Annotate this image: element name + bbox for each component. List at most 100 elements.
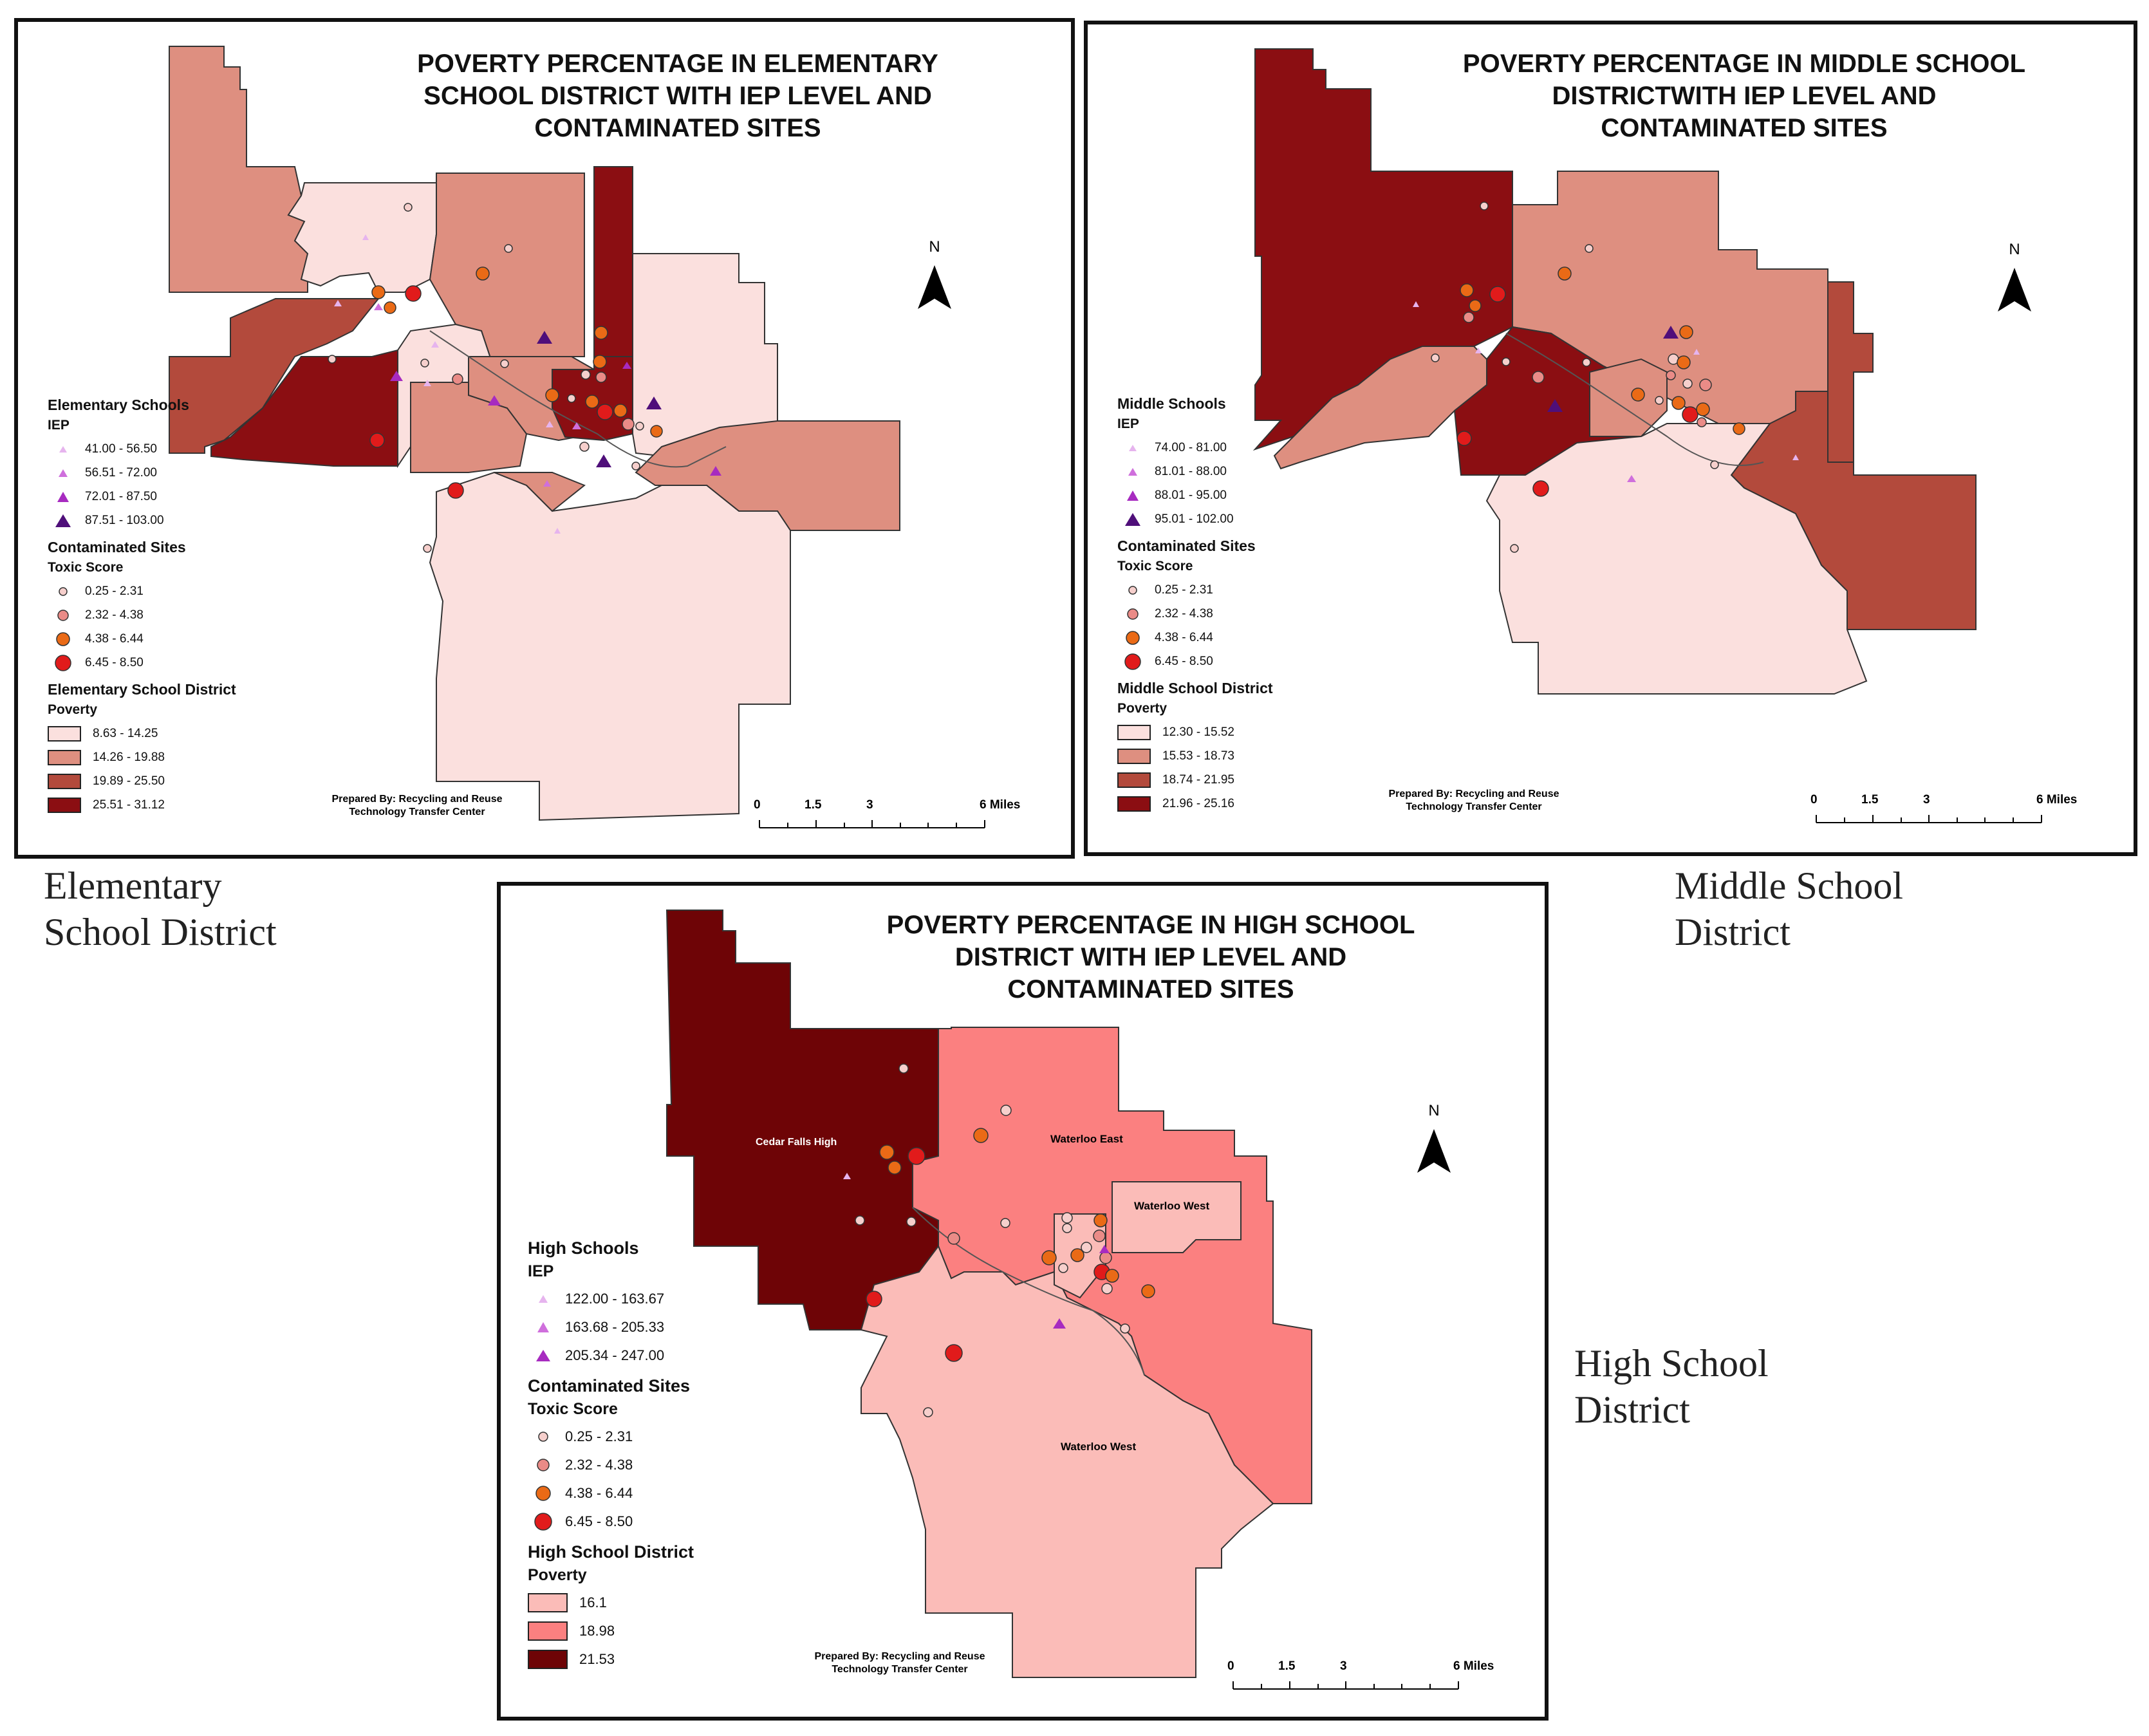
mid-poverty-row-3: 18.74 - 21.95 [1117, 768, 1273, 792]
site [504, 244, 513, 253]
elem-toxic-label: Toxic Score [48, 560, 124, 575]
elem-iep-label: IEP [48, 418, 70, 433]
school [554, 528, 561, 534]
high-district-waterloo-west-box [1112, 1181, 1242, 1253]
circle-icon [535, 1486, 551, 1501]
site [898, 1063, 909, 1074]
high-north-label: N [1428, 1102, 1440, 1119]
elem-sites-heading: Contaminated Sites [48, 539, 186, 555]
site [1093, 1213, 1108, 1227]
site [635, 422, 644, 431]
mid-scale-3: 6 Miles [2036, 793, 2078, 807]
mid-north-arrow-icon [1998, 268, 2031, 312]
school [1627, 475, 1636, 482]
site [423, 544, 432, 553]
elem-contaminated-sites [328, 203, 663, 553]
triangle-icon [1125, 512, 1140, 526]
site [1682, 378, 1693, 389]
high-poverty-row-2: 18.98 [528, 1617, 694, 1645]
high-iep-row-3: 205.34 - 247.00 [528, 1341, 694, 1370]
school [572, 422, 581, 429]
high-poverty-label: Poverty [528, 1566, 587, 1584]
site [1558, 266, 1572, 281]
mid-poverty-row-2: 15.53 - 18.73 [1117, 744, 1273, 768]
site [1631, 387, 1645, 402]
site [594, 326, 608, 340]
triangle-icon [539, 1295, 548, 1303]
site [973, 1128, 989, 1143]
site [1671, 396, 1686, 410]
site [947, 1232, 960, 1245]
high-label-cedar-falls: Cedar Falls High [756, 1137, 837, 1148]
site [1480, 201, 1489, 210]
mid-legend: Middle Schools IEP 74.00 - 81.00 81.01 -… [1117, 389, 1273, 816]
site [1585, 244, 1594, 253]
site [384, 301, 396, 314]
site [622, 418, 635, 431]
site [1699, 378, 1712, 391]
elem-toxic-row-3: 4.38 - 6.44 [48, 627, 236, 651]
high-district-heading: High School District [528, 1542, 694, 1562]
school [546, 421, 554, 427]
site [328, 355, 337, 364]
site [1489, 286, 1506, 303]
elem-legend: Elementary Schools IEP 41.00 - 56.50 56.… [48, 390, 236, 817]
mid-title-line2: DISTRICTWITH IEP LEVEL AND [1552, 82, 1937, 110]
high-label-waterloo-west-south: Waterloo West [1061, 1441, 1137, 1453]
high-contaminated-sites [855, 1063, 1155, 1417]
site [888, 1161, 902, 1175]
site [1502, 357, 1511, 366]
mid-title-line1: POVERTY PERCENTAGE IN MIDDLE SCHOOL [1462, 50, 2026, 78]
caption-middle: Middle School District [1675, 864, 1903, 953]
triangle-icon [537, 1322, 549, 1332]
elem-district-east [632, 253, 778, 460]
elem-north-arrow-icon [918, 265, 951, 309]
site [597, 404, 613, 420]
mid-scale-1: 1.5 [1861, 793, 1879, 807]
mid-iep-row-2: 81.01 - 88.00 [1117, 460, 1273, 483]
site [1456, 431, 1472, 446]
high-district-map [665, 910, 1459, 1690]
elem-schools-heading: Elementary Schools [48, 397, 189, 413]
elem-toxic-row-4: 6.45 - 8.50 [48, 651, 236, 675]
site [405, 285, 422, 302]
site [581, 369, 591, 380]
triangle-icon [55, 514, 71, 527]
circle-icon [537, 1459, 550, 1471]
elementary-district-map [169, 46, 985, 828]
elem-river [429, 330, 727, 468]
site [855, 1215, 865, 1226]
mid-district-downtown [1589, 358, 1668, 437]
high-title-line2: DISTRICT WITH IEP LEVEL AND [954, 943, 1347, 971]
high-sites-heading: Contaminated Sites [528, 1376, 691, 1395]
mid-scale-0: 0 [1810, 793, 1818, 807]
mid-scale-bar [1816, 815, 2042, 823]
site [613, 404, 628, 418]
mid-title: POVERTY PERCENTAGE IN MIDDLE SCHOOL DIST… [1403, 48, 2085, 144]
site [650, 425, 663, 438]
elem-iep-schools [334, 234, 721, 534]
site [1677, 355, 1691, 369]
elem-iep-row-3: 72.01 - 87.50 [48, 485, 236, 509]
site [1460, 283, 1474, 297]
site [866, 1291, 882, 1307]
school [431, 341, 439, 348]
mid-contaminated-sites [1431, 201, 1745, 553]
site [1532, 371, 1545, 384]
school [423, 380, 431, 386]
school [1053, 1318, 1066, 1329]
mid-district-heading: Middle School District [1117, 680, 1273, 696]
school [1663, 326, 1679, 339]
school [537, 331, 552, 344]
high-prepared-by: Prepared By: Recycling and Reuse Technol… [814, 1651, 985, 1675]
elem-scale-0: 0 [754, 798, 761, 812]
site [631, 462, 640, 471]
site [1696, 402, 1710, 416]
school [362, 234, 369, 240]
site [1105, 1269, 1119, 1283]
mid-toxic-row-2: 2.32 - 4.38 [1117, 602, 1273, 626]
site [545, 388, 559, 402]
circle-icon [1124, 653, 1141, 670]
middle-map-panel: POVERTY PERCENTAGE IN MIDDLE SCHOOL DIST… [1084, 21, 2137, 856]
triangle-icon [59, 469, 68, 477]
